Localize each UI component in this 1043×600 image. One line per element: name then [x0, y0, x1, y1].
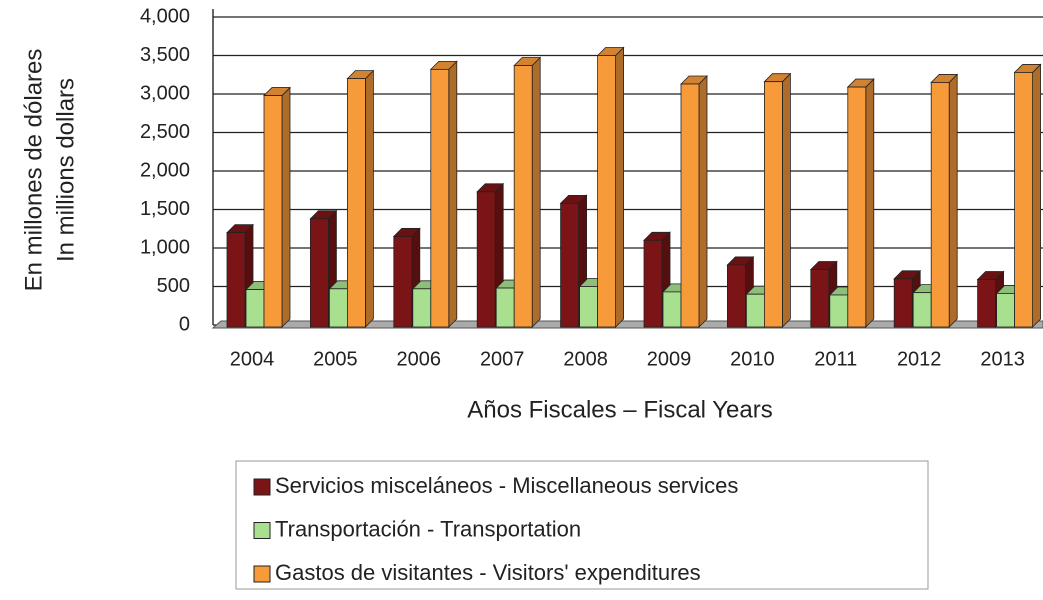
bar-side — [698, 75, 708, 328]
bar-front — [810, 269, 830, 328]
y-axis-title: In millions dollars — [52, 78, 79, 262]
bar — [429, 60, 458, 328]
bar — [263, 86, 291, 328]
bar-front — [245, 289, 265, 328]
bar-front — [893, 278, 913, 328]
legend-label: Servicios misceláneos - Miscellaneous se… — [275, 473, 738, 498]
x-tick-label: 2004 — [230, 348, 275, 370]
legend-label: Transportación - Transportation — [275, 516, 581, 541]
y-tick-label: 2,500 — [140, 121, 190, 143]
bar — [596, 46, 625, 328]
x-tick-label: 2012 — [897, 348, 942, 370]
x-tick-label: 2005 — [313, 348, 358, 370]
x-tick-label: 2006 — [397, 348, 442, 370]
bar-front — [495, 287, 515, 328]
bar-front — [226, 232, 246, 328]
bar-front — [597, 55, 616, 328]
bar-front — [579, 286, 598, 328]
bar — [346, 69, 375, 328]
bar-front — [430, 68, 450, 328]
y-tick-label: 4,000 — [140, 5, 190, 27]
bar-front — [643, 239, 663, 328]
y-tick-label: 0 — [179, 313, 190, 335]
y-tick-label: 3,500 — [140, 44, 190, 66]
y-tick-label: 500 — [157, 275, 190, 297]
bar-front — [930, 82, 950, 328]
bar-front — [560, 202, 579, 328]
bar-front — [996, 293, 1015, 328]
legend-swatch — [253, 565, 271, 583]
bar-front — [977, 279, 996, 328]
bar — [763, 72, 792, 328]
bar-front — [680, 83, 700, 328]
bar-front — [662, 291, 682, 328]
x-tick-label: 2008 — [563, 348, 608, 370]
legend-swatch — [253, 522, 271, 539]
x-tick-label: 2007 — [480, 348, 525, 370]
bar-side — [615, 46, 624, 328]
bar-front — [912, 292, 932, 328]
bar — [680, 75, 708, 328]
bar-front — [764, 81, 783, 328]
y-axis-title: En millones de dólares — [20, 49, 47, 292]
y-tick-label: 1,500 — [140, 198, 190, 220]
bar-side — [948, 73, 958, 328]
bar-front — [346, 78, 366, 328]
bar — [930, 73, 959, 328]
bar-side — [448, 60, 458, 328]
x-tick-label: 2013 — [980, 348, 1025, 370]
bar — [1013, 63, 1042, 328]
bar-front — [309, 218, 329, 328]
y-tick-label: 1,000 — [140, 236, 190, 258]
bar-front — [727, 264, 746, 328]
bar-side — [364, 69, 374, 328]
bar-front — [393, 236, 413, 328]
legend-box — [235, 460, 929, 590]
bar — [846, 78, 875, 328]
y-tick-label: 2,000 — [140, 159, 190, 181]
bar-side — [531, 56, 541, 328]
y-tick-label: 3,000 — [140, 82, 190, 104]
x-axis-title: Años Fiscales – Fiscal Years — [467, 396, 772, 423]
x-tick-label: 2010 — [730, 348, 775, 370]
bar-front — [746, 293, 765, 328]
bar-front — [476, 191, 496, 328]
x-tick-label: 2011 — [814, 348, 857, 370]
bar-front — [263, 95, 283, 328]
bar-front — [513, 65, 533, 328]
bar-front — [829, 294, 849, 328]
bar-front — [412, 288, 432, 328]
legend-swatch — [253, 478, 271, 496]
bar-side — [782, 72, 791, 328]
bar-side — [281, 86, 291, 328]
bar — [513, 56, 542, 328]
bar-side — [1032, 63, 1041, 328]
bar-front — [847, 86, 867, 328]
legend-label: Gastos de visitantes - Visitors' expendi… — [275, 560, 701, 585]
bar-front — [328, 288, 348, 328]
bar-side — [865, 78, 875, 328]
x-tick-label: 2009 — [647, 348, 692, 370]
bar-front — [1014, 72, 1033, 328]
